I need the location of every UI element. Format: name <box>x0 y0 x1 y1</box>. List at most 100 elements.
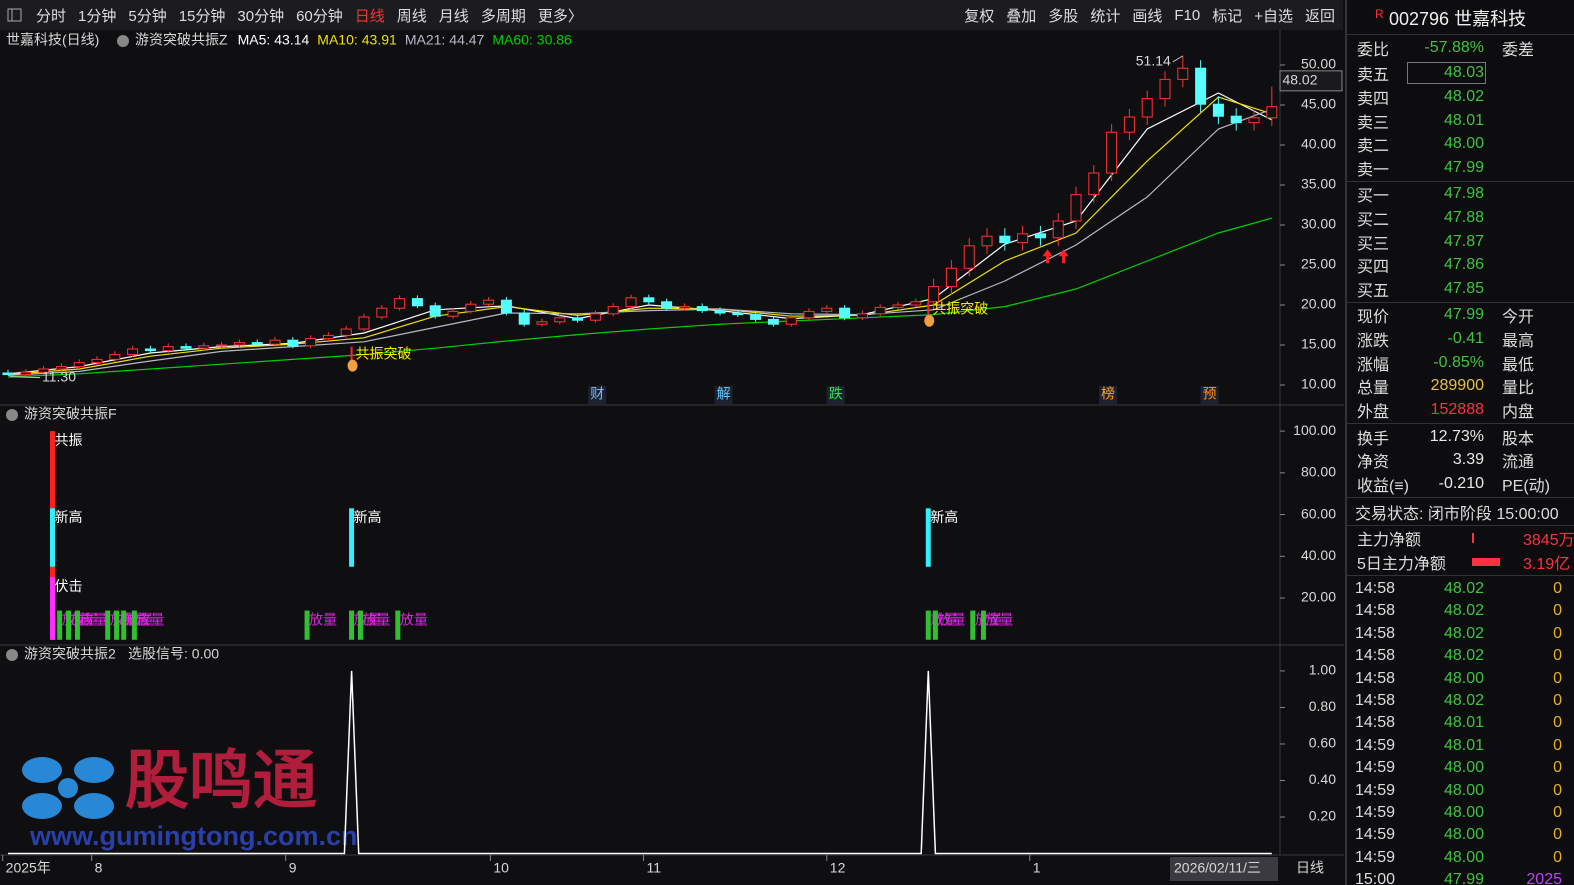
high-pointer <box>1172 55 1184 63</box>
event-marker-box <box>1099 386 1118 404</box>
toolbar-item[interactable]: 画线 <box>1132 7 1163 25</box>
candle-body <box>536 321 548 325</box>
low-pointer <box>9 376 41 379</box>
toolbar: 分时 1分钟 5分钟 15分钟 30分钟 60分钟 日线 周线 月线 多周期 更多〉 复权 叠加 多股统… <box>0 0 1343 31</box>
stat-label: 内盘 <box>1502 404 1535 422</box>
y-tick-label: 45.00 <box>1301 96 1336 112</box>
trade-status: 交易状态: 闭市阶段 15:00:00 <box>1355 506 1559 523</box>
candle-body <box>411 298 423 307</box>
toolbar-item[interactable]: 多股 <box>1048 7 1079 25</box>
candle-body <box>661 301 673 309</box>
stat-value: 47.99 <box>1443 306 1484 323</box>
signal-arrow <box>1042 249 1053 264</box>
candle-body <box>340 328 352 336</box>
candle-body <box>945 267 957 288</box>
tick-volume: 0 <box>1553 669 1562 687</box>
candle-body <box>821 307 833 312</box>
bid-label: 买四 <box>1357 259 1390 277</box>
signal-label: 新高 <box>930 509 958 525</box>
toolbar-item[interactable]: 30分钟 <box>237 7 285 25</box>
divider <box>1347 34 1574 35</box>
ask-label: 卖三 <box>1357 114 1390 132</box>
candle-body <box>928 286 940 303</box>
toolbar-item[interactable]: 复权 <box>964 7 995 25</box>
quote-panel: R 002796 世嘉科技 委比 -57.88% 委差 卖五 48.03 卖四 48.02 卖… <box>1345 0 1574 885</box>
signal-bar <box>50 577 56 640</box>
y-tick-label: 50.00 <box>1301 56 1336 72</box>
tick-price: 48.02 <box>1443 692 1484 709</box>
tick-time: 14:58 <box>1355 580 1396 597</box>
toolbar-item[interactable]: 多周期 <box>480 7 526 25</box>
ask-label: 卖四 <box>1357 90 1390 108</box>
stat-value: 3.39 <box>1452 451 1484 469</box>
panel-icon[interactable] <box>6 409 18 421</box>
candle-body <box>91 358 103 364</box>
ask-price: 47.99 <box>1443 159 1484 176</box>
divider <box>1347 181 1574 182</box>
tick-volume: 0 <box>1553 714 1562 732</box>
divider <box>1347 497 1574 498</box>
tick-time: 14:58 <box>1355 624 1396 642</box>
candle-body <box>1159 78 1171 100</box>
signal-bar <box>395 610 401 640</box>
panel-icon[interactable] <box>6 649 18 661</box>
event-marker: 解 <box>717 386 731 402</box>
toolbar-item[interactable]: +自选 <box>1254 7 1293 25</box>
toolbar-item[interactable]: 日线 <box>354 7 385 25</box>
tick-price: 48.02 <box>1443 602 1484 620</box>
signal-label: 放量 <box>79 611 107 627</box>
toolbar-item[interactable]: 60分钟 <box>296 7 343 25</box>
signal-label: 放量 <box>362 611 390 627</box>
candle-body <box>269 339 281 345</box>
candle-body <box>198 345 210 349</box>
candle-body <box>518 312 530 325</box>
date-label: 2026/02/11/三 <box>1174 860 1261 876</box>
signal-line <box>8 670 1272 855</box>
candle-body <box>429 305 441 317</box>
toolbar-item[interactable]: 返回 <box>1304 7 1335 25</box>
toolbar-item[interactable]: 5分钟 <box>128 7 167 25</box>
toolbar-item[interactable]: 统计 <box>1090 7 1121 25</box>
tick-time: 15:00 <box>1355 871 1396 885</box>
toolbar-item[interactable]: 更多〉 <box>537 7 583 25</box>
signal-label: 放量 <box>400 611 428 627</box>
candle-body <box>554 317 566 323</box>
signal-bar <box>50 508 56 567</box>
candle-body <box>750 314 762 320</box>
x-tick-label: 1 <box>1033 860 1041 876</box>
toolbar-item[interactable]: 15分钟 <box>178 7 226 25</box>
stat-value: -0.85% <box>1433 353 1484 371</box>
y-tick-label: 20.00 <box>1301 589 1336 605</box>
toolbar-item[interactable]: 叠加 <box>1006 7 1037 25</box>
tick-volume: 0 <box>1553 826 1562 844</box>
toolbar-item[interactable]: 月线 <box>438 7 469 25</box>
stat-label: 最低 <box>1502 356 1535 374</box>
toolbar-item[interactable]: 1分钟 <box>78 7 117 25</box>
y-tick-label: 60.00 <box>1301 505 1336 521</box>
toolbar-item[interactable]: 周线 <box>396 7 427 25</box>
tick-price: 48.00 <box>1443 669 1484 687</box>
candle-body <box>1052 220 1064 239</box>
event-marker-box <box>588 386 607 404</box>
candle-body <box>714 310 726 314</box>
candle-body <box>394 298 406 309</box>
row-label: 委比 <box>1357 42 1390 59</box>
candle-body <box>1230 115 1242 124</box>
bid-price: 47.86 <box>1443 256 1484 274</box>
toolbar-item[interactable]: 分时 <box>36 7 67 25</box>
menu-icon[interactable] <box>0 0 30 30</box>
stat-value: -0.41 <box>1447 329 1484 347</box>
chart: 股鸣通 www.gumingtong.com.cn 世嘉科技(日线) 游资突破共… <box>0 30 1344 881</box>
flow-bar <box>1472 533 1474 543</box>
signal-bar <box>121 610 127 640</box>
candle-body <box>447 310 459 317</box>
divider <box>1347 525 1574 526</box>
candle-body <box>981 235 993 247</box>
stat-label: 流通 <box>1502 454 1535 472</box>
indicator-icon[interactable] <box>117 35 129 47</box>
y-tick-label: 30.00 <box>1301 216 1336 232</box>
candle-body <box>856 313 868 319</box>
candle-body <box>767 318 779 325</box>
toolbar-item[interactable]: 标记 <box>1212 7 1243 25</box>
toolbar-item[interactable]: F10 <box>1174 6 1201 24</box>
